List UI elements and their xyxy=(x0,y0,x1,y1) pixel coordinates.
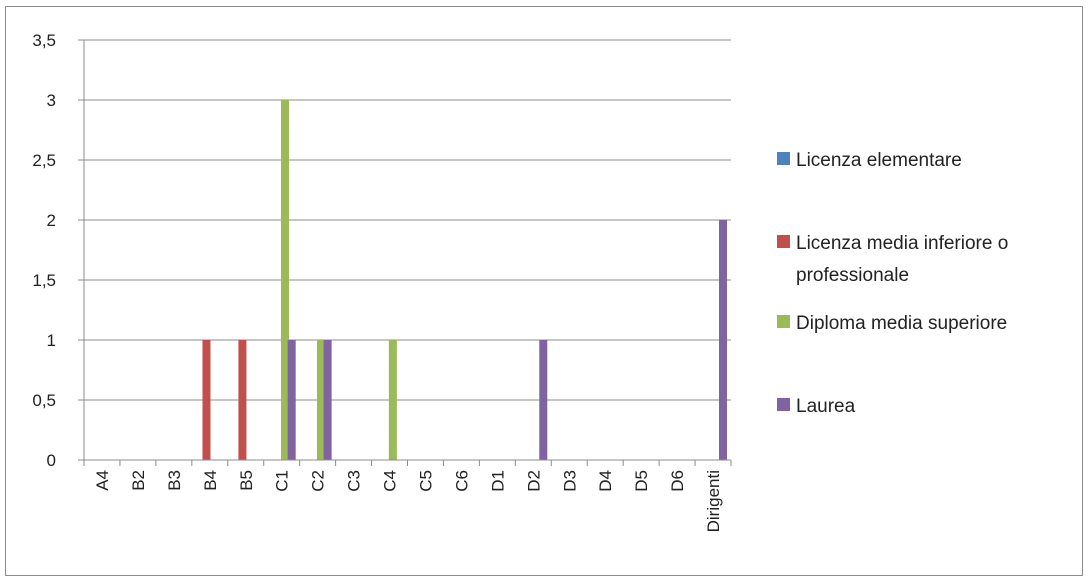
y-tick-labels: 0 0,5 1 1,5 2 2,5 3 3,5 xyxy=(32,31,56,470)
axes xyxy=(78,39,732,466)
x-tick-label: C1 xyxy=(273,470,292,492)
x-tick-label: C5 xyxy=(416,470,435,492)
bar xyxy=(316,340,325,460)
y-tick-label: 1 xyxy=(47,331,56,350)
bar xyxy=(238,340,247,460)
legend-swatch xyxy=(777,152,790,165)
x-tick-label: D6 xyxy=(668,470,687,492)
gridlines xyxy=(84,39,731,401)
legend-swatch xyxy=(777,398,790,411)
y-tick-label: 1,5 xyxy=(32,271,56,290)
x-tick-label: C6 xyxy=(452,470,471,492)
x-tick-label: C4 xyxy=(381,470,400,492)
x-tick-label: Dirigenti xyxy=(704,470,723,532)
legend-label: Diploma media superiore xyxy=(796,313,1007,334)
x-tick-labels: A4 B2 B3 B4 B5 C1 C2 C3 C4 C5 C6 D1 D2 D3 D4 D5 D6 Dirige… xyxy=(93,470,723,532)
bar xyxy=(719,220,728,460)
bar xyxy=(202,340,211,460)
x-tick-label: C2 xyxy=(309,470,328,492)
y-tick-label: 2,5 xyxy=(32,151,56,170)
bar xyxy=(388,340,397,460)
y-tick-label: 0 xyxy=(47,451,56,470)
y-tick-label: 3 xyxy=(47,91,56,110)
x-tick-label: D4 xyxy=(596,470,615,492)
x-tick-label: B2 xyxy=(129,470,148,491)
bar xyxy=(323,340,332,460)
bar xyxy=(281,100,290,460)
legend: Licenza elementare Licenza media inferior… xyxy=(777,150,1008,417)
bar xyxy=(287,340,296,460)
x-tick-label: D1 xyxy=(488,470,507,492)
y-tick-label: 0,5 xyxy=(32,391,56,410)
x-tick-label: C3 xyxy=(345,470,364,492)
bar xyxy=(539,340,548,460)
legend-swatch xyxy=(777,235,790,248)
x-tick-label: D5 xyxy=(632,470,651,492)
bars xyxy=(202,100,728,460)
y-tick-label: 3,5 xyxy=(32,31,56,50)
legend-swatch xyxy=(777,315,790,328)
x-tick-label: B5 xyxy=(237,470,256,491)
x-tick-label: D2 xyxy=(524,470,543,492)
legend-label: Laurea xyxy=(796,396,856,417)
x-tick-label: A4 xyxy=(93,470,112,491)
x-tick-label: D3 xyxy=(560,470,579,492)
legend-label: Licenza elementare xyxy=(796,150,962,171)
x-tick-label: B3 xyxy=(165,470,184,491)
x-tick-label: B4 xyxy=(201,470,220,491)
chart-frame xyxy=(5,6,1083,576)
legend-label: Licenza media inferiore o professionale xyxy=(796,233,1008,286)
y-tick-label: 2 xyxy=(47,211,56,230)
